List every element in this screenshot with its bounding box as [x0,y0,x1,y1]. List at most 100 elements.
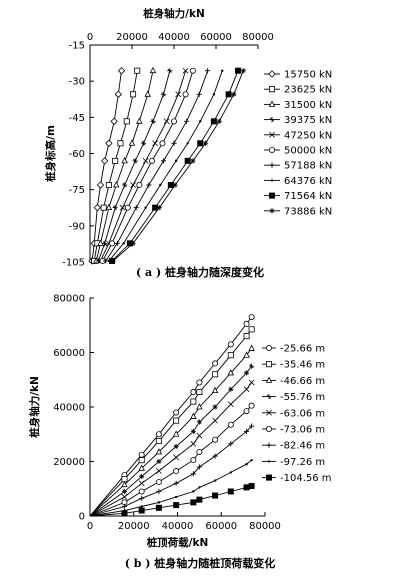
data-point [109,240,116,247]
data-point [155,448,163,455]
data-point [103,258,109,264]
data-point [199,120,202,123]
data-point [225,91,232,98]
y-tick-label: 80000 [53,294,85,305]
legend-label: -97.26 m [280,457,325,468]
data-point [248,402,255,409]
caption: ( a ) 桩身轴力随深度变化 [136,265,264,279]
data-point [140,140,147,146]
data-point [152,140,158,147]
legend-marker [265,474,272,481]
data-point [159,183,162,187]
data-point [196,448,203,455]
series-line [89,382,252,517]
data-point [138,507,145,514]
data-point [227,421,234,428]
data-point [248,326,255,333]
data-point [205,68,211,74]
data-point [190,158,196,164]
data-point [196,496,203,503]
series-10: 73886 kN [110,68,332,264]
data-point [249,423,255,429]
x-tick-label: 60000 [200,32,232,43]
x-tick-label: 60000 [205,521,237,532]
data-point [150,118,156,124]
y-tick-label: -30 [69,77,85,88]
data-point [133,205,139,211]
data-point [243,351,250,358]
data-point [173,454,180,461]
data-point [174,495,178,499]
legend-marker [268,70,276,78]
legend-marker [268,100,276,107]
data-point [243,333,250,340]
data-point [173,417,180,424]
data-point [227,341,234,348]
legend-marker [270,179,274,182]
data-point [248,483,255,490]
data-point [146,182,152,188]
data-point [121,480,128,488]
legend-label: -35.46 m [280,360,325,371]
data-point [149,66,157,74]
data-point [117,140,124,147]
data-point [190,440,197,447]
data-point [190,457,197,464]
data-point [105,139,113,147]
legend-marker [265,425,272,432]
data-point [119,204,126,211]
legend-marker [265,361,272,368]
series-line [95,70,154,262]
legend-label: -46.66 m [280,376,325,387]
data-point [243,408,250,415]
legend-marker [269,208,275,214]
legend-label: 39375 kN [284,115,332,126]
data-point [174,159,178,163]
series-2: -35.46 m [89,326,325,517]
y-tick-label: -15 [69,41,85,52]
data-point [172,430,180,437]
series-2: 23625 kN [91,67,332,264]
data-point [157,501,161,504]
data-point [196,432,203,439]
data-point [110,117,118,126]
data-point [228,386,234,392]
legend-marker [267,460,271,463]
data-point [144,206,147,209]
data-point [190,428,196,435]
data-point [110,258,116,264]
y-tick-label: 0 [79,512,85,523]
data-point [243,320,250,327]
legend-marker [265,344,272,351]
series-3: -46.66 m [89,344,325,517]
data-point [240,68,246,74]
data-point [138,451,145,458]
data-point [101,157,109,165]
legend-marker [265,376,273,383]
data-point [155,438,162,445]
data-point [123,118,130,125]
data-point [102,240,108,246]
data-point [184,118,190,124]
x-tick-label: 0 [87,521,93,532]
data-point [122,242,125,245]
data-point [190,398,197,405]
x-tick-label: 40000 [158,32,190,43]
series-5: -63.06 m [89,379,325,517]
legend-label: -55.76 m [280,392,325,403]
data-point [197,140,204,147]
data-point [212,436,219,443]
x-tick-label: 80000 [249,521,281,532]
series-4: -55.76 m [89,363,325,517]
data-point [96,181,105,189]
data-point [186,142,189,145]
series-8: -97.26 m [89,457,325,517]
series-9: 71564 kN [109,67,332,264]
legend-marker [268,192,275,199]
data-point [156,458,162,465]
data-point [142,157,149,164]
data-point [213,479,217,482]
series-7: -82.46 m [89,423,325,517]
x-tick-label: 20000 [118,521,150,532]
data-point [114,240,120,246]
